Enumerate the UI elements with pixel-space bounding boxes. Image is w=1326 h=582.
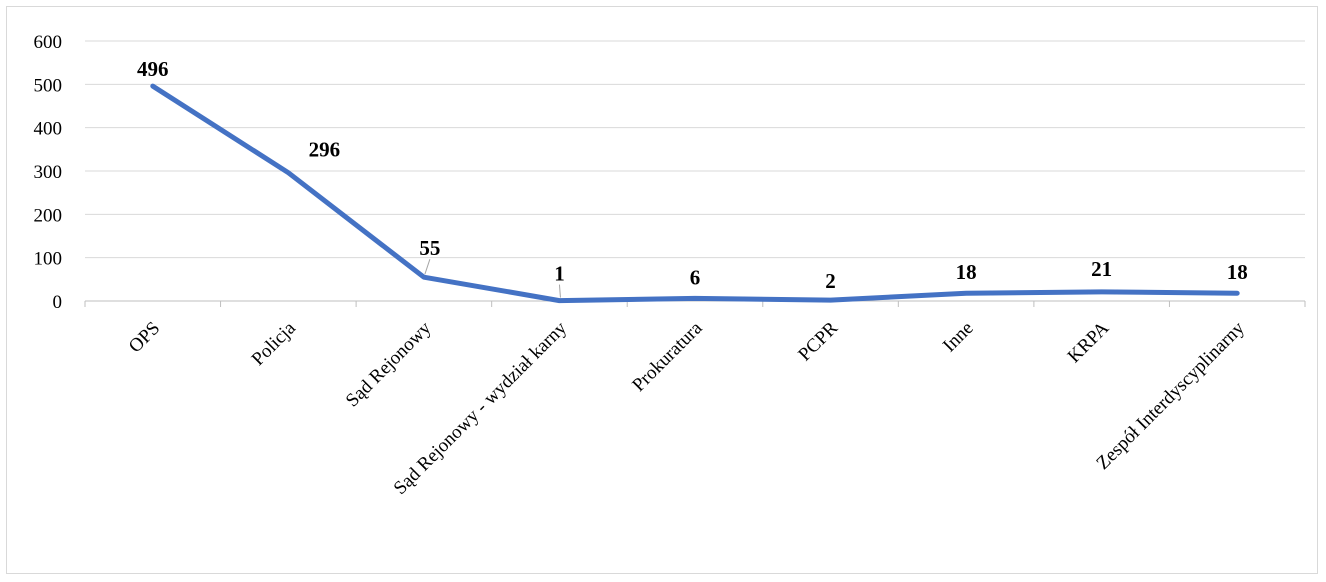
- data-label: 6: [690, 265, 701, 289]
- data-label: 21: [1091, 257, 1112, 281]
- y-tick-label: 300: [34, 162, 63, 183]
- series-line: [150, 83, 1240, 304]
- data-label: 496: [137, 57, 169, 81]
- series-layer: [150, 83, 1240, 304]
- data-label: 2: [825, 269, 836, 293]
- x-category-label: OPS: [125, 318, 164, 357]
- x-category-label: Policja: [248, 317, 301, 370]
- y-tick-label: 0: [53, 292, 63, 313]
- x-category-label: Inne: [939, 318, 978, 357]
- x-category-label: Sąd Rejonowy: [342, 317, 436, 411]
- data-label-leader: [558, 284, 561, 298]
- data-label: 18: [956, 260, 977, 284]
- y-tick-label: 100: [34, 249, 63, 270]
- x-category-label: KRPA: [1064, 317, 1114, 367]
- x-axis: [84, 300, 1306, 307]
- gridlines: [85, 40, 1305, 259]
- y-tick-label: 600: [34, 32, 63, 53]
- y-axis-ticks: 0 100 200 300 400 500 600: [34, 32, 63, 313]
- data-label: 55: [419, 236, 440, 260]
- y-tick-label: 500: [34, 75, 63, 96]
- data-label: 1: [554, 262, 565, 286]
- x-category-label: PCPR: [794, 317, 842, 365]
- data-label: 296: [309, 138, 341, 162]
- y-tick-label: 200: [34, 205, 63, 226]
- data-label: 18: [1227, 260, 1248, 284]
- data-labels: 496 296 55 1 6 2 18 21 18: [137, 57, 1248, 298]
- x-category-label: Zespół Interdyscyplinarny: [1092, 317, 1249, 474]
- data-label-leader: [424, 259, 431, 275]
- x-category-label: Prokuratura: [628, 317, 707, 396]
- y-tick-label: 400: [34, 119, 63, 140]
